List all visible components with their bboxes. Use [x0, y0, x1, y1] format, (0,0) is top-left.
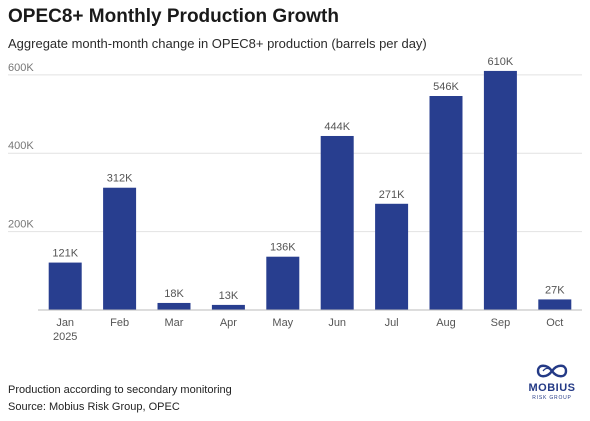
bar — [429, 96, 463, 310]
logo-subtitle: RISK GROUP — [532, 395, 572, 401]
data-label: 610K — [488, 56, 514, 68]
data-label: 27K — [545, 284, 565, 296]
mobius-logo: MOBIUS RISK GROUP — [524, 363, 580, 407]
x-tick-label: Sep — [491, 317, 511, 329]
data-label: 18K — [164, 288, 184, 300]
bar — [266, 256, 300, 310]
x-tick-label: Aug — [436, 317, 456, 329]
infinity-loop-icon — [536, 364, 568, 378]
x-tick-label: Mar — [165, 317, 184, 329]
x-tick-label: Feb — [110, 317, 129, 329]
x-tick-label: May — [272, 317, 293, 329]
x-tick-label: Jun — [328, 317, 346, 329]
y-tick-label: 200K — [8, 219, 34, 231]
data-label: 13K — [219, 290, 239, 302]
chart-title: OPEC8+ Monthly Production Growth — [8, 6, 339, 27]
chart-subtitle: Aggregate month-month change in OPEC8+ p… — [8, 36, 427, 51]
bar — [211, 304, 245, 310]
bar — [375, 203, 409, 310]
bar — [157, 302, 191, 310]
y-tick-label: 400K — [8, 140, 34, 152]
y-tick-label: 600K — [8, 62, 34, 74]
bar — [320, 135, 354, 310]
footnote: Production according to secondary monito… — [8, 384, 232, 396]
data-label: 546K — [433, 81, 459, 93]
x-tick-label: Apr — [220, 317, 237, 329]
x-tick-label: Jul — [385, 317, 399, 329]
data-label: 312K — [107, 173, 133, 185]
data-label: 444K — [324, 121, 350, 133]
bar — [48, 262, 82, 310]
x-tick-sublabel: 2025 — [53, 331, 77, 343]
x-tick-label: Jan — [56, 317, 74, 329]
logo-wordmark: MOBIUS — [528, 382, 576, 394]
bar-chart: 200K 400K 600K 121K Jan 2025 312K Feb 18K Mar 13K A… — [8, 56, 582, 343]
x-tick-label: Oct — [546, 317, 563, 329]
data-label: 136K — [270, 242, 296, 254]
source-note: Source: Mobius Risk Group, OPEC — [8, 401, 180, 413]
bar — [103, 187, 137, 310]
data-label: 271K — [379, 189, 405, 201]
bar — [483, 70, 517, 310]
bar — [538, 299, 572, 310]
data-label: 121K — [52, 248, 78, 260]
